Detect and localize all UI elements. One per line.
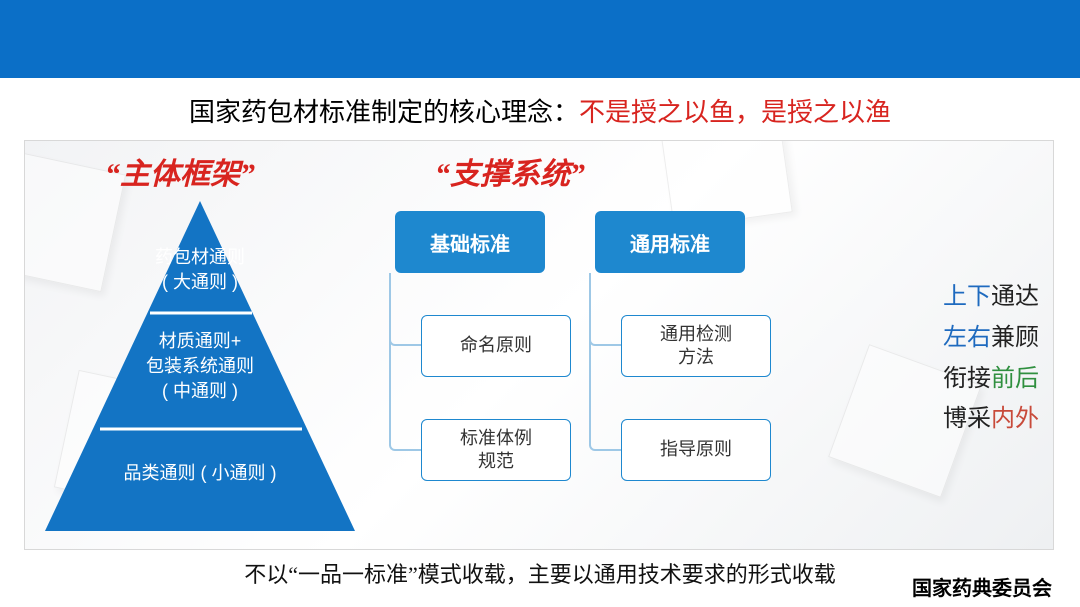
content-panel: “主体框架” “支撑系统” 药包材通则 ( 大通则 ) 材质通则+ 包装系统通则…: [24, 140, 1054, 550]
side-text-block: 上下通达 左右兼顾 衔接前后 博采内外: [943, 277, 1039, 440]
pyramid-bot: 品类通则 ( 小通则 ): [45, 461, 355, 486]
org-label: 国家药典委员会: [912, 572, 1052, 601]
pyramid-top: 药包材通则 ( 大通则 ): [45, 245, 355, 295]
pyramid-mid-line3: ( 中通则 ): [45, 379, 355, 404]
side-line-1: 上下通达: [943, 277, 1039, 318]
side-line-3: 衔接前后: [943, 359, 1039, 400]
title-red: 不是授之以鱼，是授之以渔: [579, 97, 891, 127]
side-line-4: 博采内外: [943, 399, 1039, 440]
connector: [589, 273, 621, 451]
side-line-2: 左右兼顾: [943, 318, 1039, 359]
connector: [389, 273, 421, 451]
pyramid-mid-line2: 包装系统通则: [45, 354, 355, 379]
flow-sub-right-1-l2: 方法: [678, 347, 714, 367]
flow-sub-right-2: 指导原则: [621, 419, 771, 481]
section-label-left: “主体框架”: [105, 149, 255, 193]
section-label-right: “支撑系统”: [435, 149, 585, 193]
pyramid-diagram: 药包材通则 ( 大通则 ) 材质通则+ 包装系统通则 ( 中通则 ) 品类通则 …: [45, 201, 355, 531]
page-title: 国家药包材标准制定的核心理念：不是授之以鱼，是授之以渔: [0, 92, 1080, 129]
flow-sub-left-2-l1: 标准体例: [460, 428, 532, 448]
pyramid-mid: 材质通则+ 包装系统通则 ( 中通则 ): [45, 329, 355, 405]
flow-head-right: 通用标准: [595, 211, 745, 273]
title-black: 国家药包材标准制定的核心理念：: [189, 97, 579, 127]
flow-sub-right-1-l1: 通用检测: [660, 324, 732, 344]
flow-sub-left-2-l2: 规范: [478, 451, 514, 471]
flow-sub-right-1: 通用检测方法: [621, 315, 771, 377]
pyramid-mid-line1: 材质通则+: [45, 329, 355, 354]
pyramid-top-line1: 药包材通则: [45, 245, 355, 270]
support-flow: 基础标准 通用标准 命名原则 标准体例规范 通用检测方法 指导原则: [375, 211, 795, 531]
flow-sub-left-2: 标准体例规范: [421, 419, 571, 481]
header-bar: [0, 0, 1080, 78]
flow-sub-left-1: 命名原则: [421, 315, 571, 377]
pyramid-top-line2: ( 大通则 ): [45, 270, 355, 295]
flow-head-left: 基础标准: [395, 211, 545, 273]
pyramid-bot-line: 品类通则 ( 小通则 ): [45, 461, 355, 486]
